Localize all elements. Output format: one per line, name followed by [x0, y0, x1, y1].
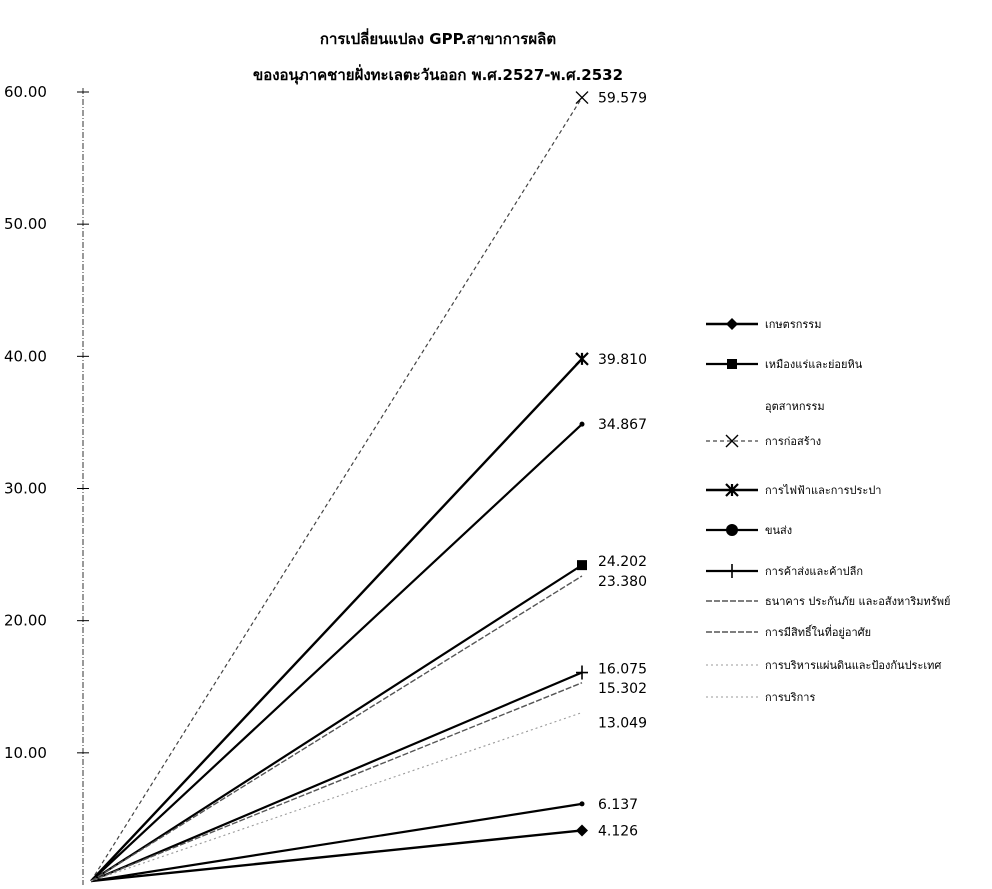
- series-end-marker: [575, 352, 589, 366]
- series-line: [90, 564, 583, 882]
- legend-swatch-marker: [727, 359, 737, 369]
- data-label: 15.302: [598, 681, 647, 697]
- legend-label: การค้าส่งและค้าปลีก: [765, 565, 863, 578]
- data-label: 24.202: [598, 554, 647, 570]
- data-label: 59.579: [598, 91, 647, 107]
- data-label: 39.810: [598, 352, 647, 368]
- data-label: 4.126: [598, 823, 638, 839]
- chart-title-line-1: การเปลี่ยนแปลง GPP.สาขาการผลิต: [320, 28, 556, 48]
- series-line: [90, 358, 583, 882]
- data-label: 13.049: [598, 716, 647, 732]
- series-group: 4.126 24.202 34.867 59.579 39.810 6.137 16.075…: [90, 91, 647, 883]
- series-line: [90, 423, 583, 882]
- chart-title-line-2: ของอนุภาคชายฝั่งทะเลตะวันออก พ.ศ.2527-พ.…: [253, 64, 623, 85]
- series-end-marker: [577, 560, 587, 571]
- legend-swatch-marker: [726, 564, 738, 578]
- series-line: [90, 682, 583, 882]
- y-tick-label: 50.00: [4, 215, 47, 233]
- series-line: [90, 671, 583, 883]
- legend-swatch-marker: [726, 318, 738, 330]
- series-line: [90, 829, 583, 883]
- series-end-marker: [579, 421, 585, 427]
- y-tick-label: 20.00: [4, 612, 47, 630]
- series-end-marker: [575, 91, 589, 105]
- series-end-marker: [576, 665, 588, 680]
- series-end-marker: [579, 801, 585, 807]
- y-tick-label: 30.00: [4, 480, 47, 498]
- data-label: 6.137: [598, 797, 638, 813]
- legend-swatch-marker: [726, 524, 738, 536]
- y-tick-label: 40.00: [4, 347, 47, 365]
- series-line: [90, 712, 583, 882]
- series-line: [90, 802, 583, 883]
- data-label: 23.380: [598, 574, 647, 590]
- legend-swatch-marker: [725, 434, 739, 448]
- series-line: [90, 575, 583, 882]
- legend-swatch-marker: [725, 483, 739, 497]
- legend-label: ธนาคาร ประกันภัย และอสังหาริมทรัพย์: [765, 595, 950, 608]
- legend-label: การก่อสร้าง: [765, 435, 821, 448]
- legend-label: เกษตรกรรม: [765, 318, 821, 331]
- series-line: [90, 97, 583, 882]
- data-label: 34.867: [598, 417, 647, 433]
- legend-label: ขนส่ง: [765, 524, 792, 537]
- y-tick-label: 60.00: [4, 83, 47, 101]
- legend-label: การไฟฟ้าและการประปา: [765, 484, 881, 497]
- y-tick-label: 10.00: [4, 744, 47, 762]
- legend-label: อุตสาหกรรม: [765, 400, 825, 413]
- legend: เกษตรกรรมเหมืองแร่และย่อยหินอุตสาหกรรมกา…: [706, 318, 950, 704]
- legend-label: เหมืองแร่และย่อยหิน: [765, 358, 863, 371]
- legend-label: การบริการ: [765, 691, 815, 704]
- series-end-marker: [576, 824, 588, 837]
- legend-label: การมีสิทธิ์ในที่อยู่อาศัย: [765, 624, 871, 639]
- data-label: 16.075: [598, 662, 647, 678]
- y-axis-ticks: 60.00 50.00 40.00 30.00 20.00 10.00: [4, 83, 89, 762]
- legend-label: การบริหารแผ่นดินและป้องกันประเทศ: [765, 659, 941, 672]
